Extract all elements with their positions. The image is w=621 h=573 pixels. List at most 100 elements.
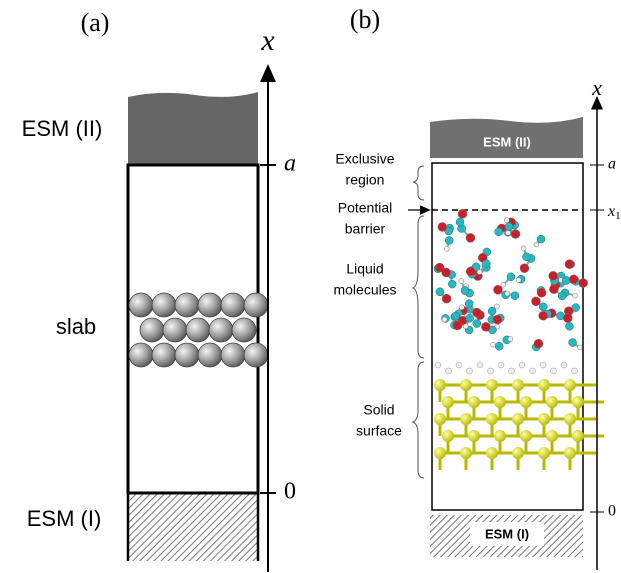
atom bbox=[490, 342, 495, 347]
atom bbox=[516, 277, 521, 282]
atom bbox=[460, 447, 472, 459]
atom bbox=[452, 312, 460, 320]
region-label: Liquid bbox=[346, 261, 383, 277]
panel-label: (b) bbox=[350, 5, 380, 34]
axis-tick: 0 bbox=[284, 479, 296, 505]
atom bbox=[561, 362, 567, 368]
atom bbox=[436, 288, 444, 296]
atom bbox=[486, 413, 498, 425]
atom bbox=[463, 324, 468, 329]
atom bbox=[186, 318, 210, 342]
atom bbox=[507, 273, 515, 281]
atom bbox=[534, 242, 539, 247]
slab-label: slab bbox=[56, 314, 96, 339]
atom bbox=[564, 447, 576, 459]
atom bbox=[537, 235, 545, 243]
atom bbox=[565, 322, 573, 330]
electrode-label: ESM (I) bbox=[27, 506, 102, 531]
atom bbox=[468, 396, 480, 408]
atom bbox=[446, 368, 452, 374]
atom bbox=[520, 264, 529, 273]
atom bbox=[505, 291, 510, 296]
electrode-label: ESM (II) bbox=[22, 116, 103, 141]
axis-tick-main: x bbox=[607, 203, 615, 220]
atom bbox=[509, 368, 515, 374]
atom bbox=[444, 246, 449, 251]
axis-tick-subscript: 1 bbox=[615, 210, 621, 222]
atom bbox=[461, 287, 469, 295]
atom bbox=[453, 321, 462, 330]
atom bbox=[460, 413, 472, 425]
atom bbox=[209, 318, 233, 342]
atom bbox=[442, 268, 451, 277]
region-label: molecules bbox=[333, 282, 396, 298]
axis-tick: 0 bbox=[608, 503, 616, 520]
atom bbox=[558, 292, 566, 300]
atom bbox=[481, 322, 490, 331]
molecules bbox=[434, 209, 604, 470]
atom bbox=[494, 430, 506, 442]
atom bbox=[505, 223, 513, 231]
atom bbox=[221, 293, 245, 317]
atom bbox=[579, 279, 588, 288]
atom bbox=[564, 379, 576, 391]
atom bbox=[442, 396, 454, 408]
atom bbox=[577, 345, 582, 350]
atom bbox=[434, 379, 446, 391]
axis-tick: a bbox=[284, 151, 296, 177]
atom bbox=[564, 413, 576, 425]
atom bbox=[511, 230, 520, 239]
atom bbox=[198, 343, 222, 367]
atom bbox=[140, 318, 164, 342]
atom bbox=[466, 314, 474, 322]
axis-tick: x1 bbox=[607, 203, 621, 222]
atom bbox=[477, 362, 483, 368]
atom bbox=[442, 317, 447, 322]
atom bbox=[486, 447, 498, 459]
atom bbox=[466, 267, 475, 276]
atom bbox=[221, 343, 245, 367]
panel-label: (a) bbox=[81, 8, 110, 37]
atom bbox=[244, 293, 268, 317]
atom bbox=[498, 362, 504, 368]
bottom-electrode bbox=[128, 493, 258, 561]
atom bbox=[512, 379, 524, 391]
atom bbox=[539, 311, 548, 320]
atom bbox=[572, 396, 584, 408]
atom bbox=[493, 315, 502, 324]
atom bbox=[565, 260, 574, 269]
atom bbox=[442, 294, 451, 303]
atom bbox=[519, 362, 525, 368]
atom bbox=[539, 303, 547, 311]
atom bbox=[456, 218, 464, 226]
atom bbox=[538, 379, 550, 391]
atom bbox=[501, 282, 506, 287]
atom bbox=[468, 430, 480, 442]
atom bbox=[563, 314, 572, 323]
axis-tick: a bbox=[608, 156, 616, 173]
atom bbox=[549, 285, 558, 294]
atom bbox=[546, 396, 558, 408]
atom bbox=[569, 275, 578, 284]
atom bbox=[504, 218, 509, 223]
region-label: region bbox=[346, 172, 385, 188]
atom bbox=[520, 396, 532, 408]
atom bbox=[232, 318, 256, 342]
top-electrode bbox=[128, 92, 258, 165]
figure: (a) x a 0 ESM (II) slab ESM (I) (b) ESM … bbox=[0, 0, 621, 573]
region-label: Potential bbox=[338, 200, 392, 216]
atom bbox=[477, 270, 482, 275]
atom bbox=[482, 260, 490, 268]
atom bbox=[531, 297, 540, 306]
atom bbox=[458, 209, 467, 218]
atom bbox=[435, 362, 441, 368]
atom bbox=[175, 293, 199, 317]
atom bbox=[456, 362, 462, 368]
atom bbox=[506, 230, 511, 235]
atom bbox=[467, 368, 473, 374]
atom bbox=[129, 293, 153, 317]
atom bbox=[572, 430, 584, 442]
atom bbox=[512, 447, 524, 459]
atom bbox=[163, 318, 187, 342]
atom bbox=[572, 293, 577, 298]
